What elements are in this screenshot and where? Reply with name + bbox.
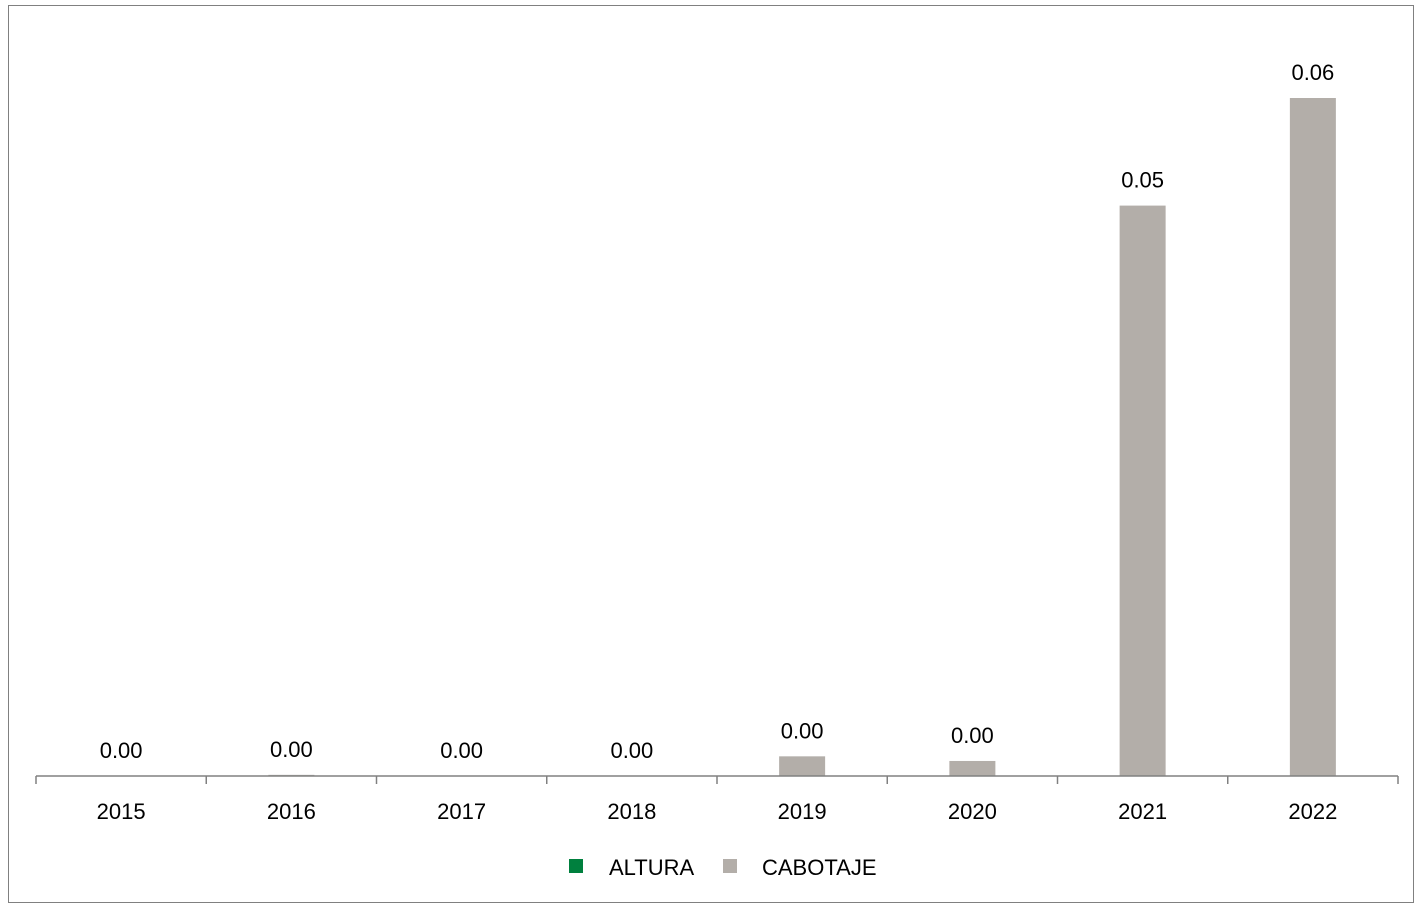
x-axis-ticks xyxy=(35,776,1399,784)
bar-cabotaje-2019 xyxy=(779,756,826,776)
legend: ALTURA CABOTAJE xyxy=(569,855,877,880)
data-label-2019: 0.00 xyxy=(781,718,824,743)
data-labels-group: 0.00 0.00 0.00 0.00 0.00 0.00 0.05 0.06 xyxy=(100,60,1335,763)
x-tick-label-2018: 2018 xyxy=(607,799,656,824)
data-label-2020: 0.00 xyxy=(951,723,994,748)
x-tick-label-2020: 2020 xyxy=(948,799,997,824)
legend-label-cabotaje: CABOTAJE xyxy=(762,855,877,880)
legend-swatch-altura xyxy=(569,859,583,873)
data-label-2016: 0.00 xyxy=(270,737,313,762)
bars-group xyxy=(268,98,1336,776)
data-label-2015: 0.00 xyxy=(100,738,143,763)
x-tick-label-2021: 2021 xyxy=(1118,799,1167,824)
legend-label-altura: ALTURA xyxy=(609,855,694,880)
data-label-2017: 0.00 xyxy=(440,738,483,763)
bar-cabotaje-2022 xyxy=(1289,98,1336,776)
x-tick-label-2022: 2022 xyxy=(1288,799,1337,824)
x-axis-tick-labels: 2015 2016 2017 2018 2019 2020 2021 2022 xyxy=(97,799,1338,824)
x-tick-label-2015: 2015 xyxy=(97,799,146,824)
x-tick-label-2016: 2016 xyxy=(267,799,316,824)
bar-cabotaje-2021 xyxy=(1119,205,1166,776)
legend-swatch-cabotaje xyxy=(723,859,737,873)
chart-frame xyxy=(8,5,1414,903)
x-tick-label-2019: 2019 xyxy=(778,799,827,824)
data-label-2021: 0.05 xyxy=(1121,168,1164,193)
data-label-2018: 0.00 xyxy=(610,738,653,763)
bar-cabotaje-2020 xyxy=(949,760,996,776)
data-label-2022: 0.06 xyxy=(1291,60,1334,85)
x-tick-label-2017: 2017 xyxy=(437,799,486,824)
